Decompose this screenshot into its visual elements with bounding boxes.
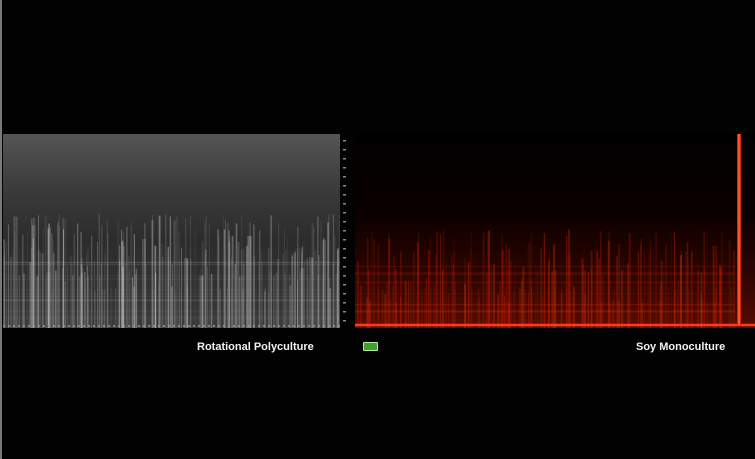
left-spectrogram bbox=[3, 134, 340, 328]
soy-monoculture-label: Soy Monoculture bbox=[636, 341, 726, 353]
right-spectrogram bbox=[355, 134, 755, 328]
green-indicator-icon bbox=[363, 342, 378, 351]
rotational-polyculture-label: Rotational Polyculture bbox=[197, 341, 314, 353]
frame-edge bbox=[0, 0, 2, 459]
frequency-tick-marks bbox=[343, 140, 346, 322]
